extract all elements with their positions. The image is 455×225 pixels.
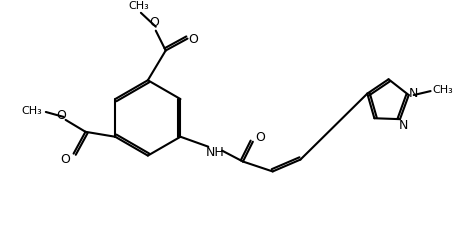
Text: O: O: [255, 131, 265, 144]
Text: O: O: [56, 109, 66, 122]
Text: O: O: [188, 33, 198, 46]
Text: CH₃: CH₃: [129, 1, 149, 11]
Text: O: O: [149, 16, 159, 29]
Text: CH₃: CH₃: [432, 85, 453, 95]
Text: O: O: [61, 152, 71, 165]
Text: N: N: [409, 86, 419, 99]
Text: CH₃: CH₃: [21, 106, 42, 115]
Text: N: N: [398, 118, 408, 131]
Text: NH: NH: [206, 146, 225, 158]
